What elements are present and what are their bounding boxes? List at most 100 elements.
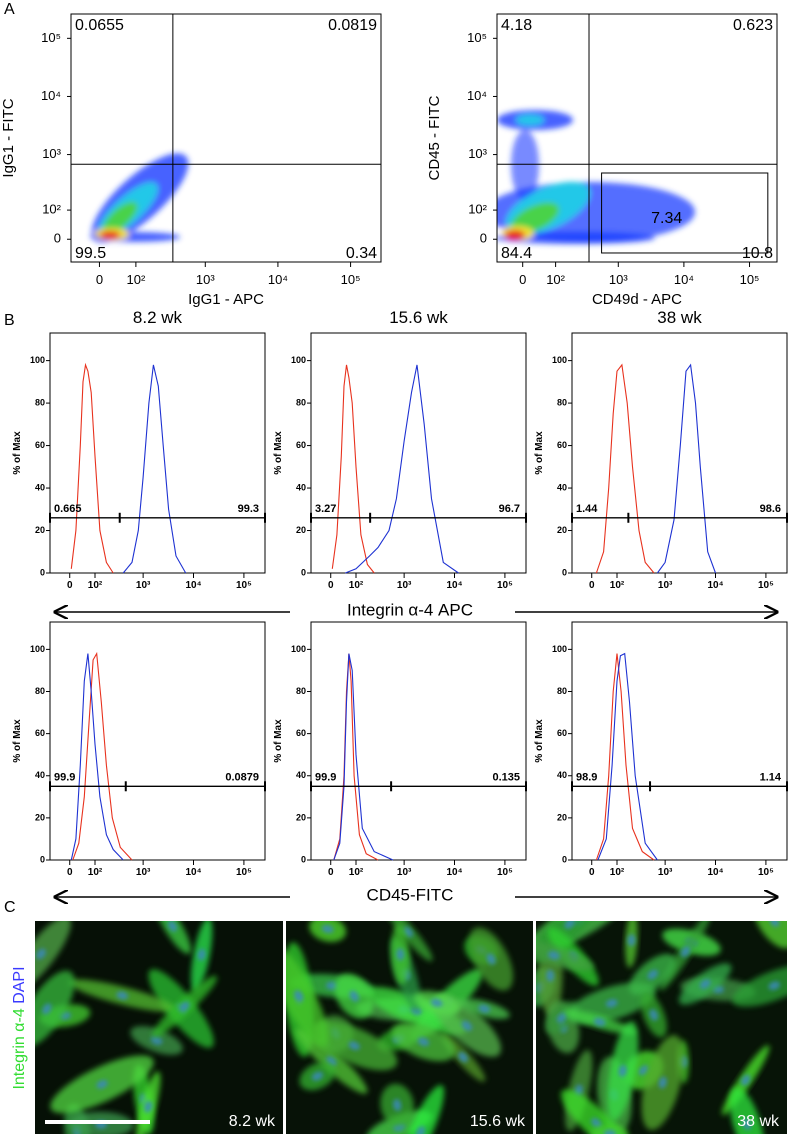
x-tick-label: 10⁴	[707, 867, 723, 878]
y-axis-label: % of Max	[534, 431, 545, 475]
x-tick-label: 10³	[609, 272, 628, 287]
nucleus	[396, 948, 405, 961]
x-tick-label: 10³	[397, 867, 412, 878]
image-y-label-part: Integrin α-4	[11, 1008, 28, 1089]
shared-x-label: Integrin α-4 APC	[347, 600, 473, 619]
histogram-line	[333, 653, 394, 861]
nucleus	[593, 1017, 606, 1027]
gate-value: 99.3	[238, 503, 259, 515]
x-tick-label: 10³	[196, 272, 215, 287]
y-tick-label: 20	[557, 812, 567, 822]
nucleus	[150, 1036, 163, 1045]
x-tick-label: 10⁵	[341, 272, 361, 287]
y-axis-label: CD45 - FITC	[426, 95, 443, 180]
nucleus	[179, 1001, 190, 1012]
nucleus	[430, 998, 443, 1008]
y-tick-label: 40	[296, 482, 306, 492]
nucleus	[349, 990, 359, 1002]
y-tick-label: 80	[296, 686, 306, 696]
x-tick-label: 10⁵	[497, 580, 513, 591]
plot-frame	[571, 621, 788, 861]
y-tick-label: 40	[35, 482, 45, 492]
plot-frame	[70, 13, 382, 263]
nucleus	[458, 1051, 469, 1063]
y-tick-label: 20	[35, 812, 45, 822]
y-tick-label: 100	[552, 355, 567, 365]
histogram-line	[597, 652, 658, 861]
x-tick-label: 0	[519, 272, 526, 287]
quadrant-value: 4.18	[501, 17, 532, 34]
plot-frame	[496, 13, 778, 263]
y-tick-label: 0	[301, 567, 306, 577]
nucleus	[486, 953, 496, 965]
histogram-line	[331, 364, 375, 574]
histogram-line	[595, 363, 655, 574]
y-tick-label: 40	[557, 770, 567, 780]
nucleus	[348, 1041, 360, 1051]
micrograph-cells	[286, 921, 514, 1134]
quadrant-value: 0.0819	[328, 17, 377, 34]
micrograph-cells	[35, 921, 218, 1134]
y-tick-label: 80	[557, 686, 567, 696]
x-tick-label: 10³	[658, 580, 673, 591]
nucleus	[649, 1009, 659, 1021]
nucleus	[311, 1071, 324, 1081]
y-tick-label: 100	[291, 355, 306, 365]
density-cloud	[90, 153, 189, 243]
x-tick-label: 10²	[349, 580, 364, 591]
nucleus	[96, 1079, 108, 1089]
panel-label: A	[4, 1, 15, 18]
nucleus	[658, 1076, 667, 1089]
x-tick-label: 10²	[546, 272, 565, 287]
x-tick-label: 10²	[88, 867, 103, 878]
y-axis-label: % of Max	[12, 431, 23, 475]
nucleus	[647, 969, 658, 980]
density-cloud	[497, 110, 695, 244]
nucleus	[638, 1065, 649, 1076]
x-tick-label: 0	[96, 272, 103, 287]
y-tick-label: 60	[296, 440, 306, 450]
plot-frame	[49, 332, 266, 574]
nucleus	[591, 1118, 602, 1129]
x-tick-label: 10⁴	[185, 580, 201, 591]
x-tick-label: 0	[328, 867, 334, 878]
y-tick-label: 20	[296, 525, 306, 535]
quadrant-value: 0.34	[346, 245, 377, 262]
y-tick-label: 10⁵	[467, 30, 487, 45]
x-tick-label: 10⁵	[236, 580, 252, 591]
nucleus	[417, 1037, 430, 1047]
image-y-label: Integrin α-4 DAPI	[11, 966, 28, 1089]
nucleus	[416, 1126, 426, 1134]
y-tick-label: 40	[35, 770, 45, 780]
x-tick-label: 10³	[136, 867, 151, 878]
y-tick-label: 60	[557, 440, 567, 450]
panel-label: C	[4, 899, 16, 916]
x-tick-label: 10²	[126, 272, 145, 287]
x-tick-label: 10⁴	[185, 867, 201, 878]
plot-frame	[571, 332, 788, 574]
nucleus	[556, 1012, 568, 1023]
gate-value: 0.135	[492, 771, 520, 783]
gate-value: 1.44	[576, 503, 598, 515]
y-tick-label: 10⁵	[41, 30, 61, 45]
x-tick-label: 10²	[349, 867, 364, 878]
nucleus	[768, 981, 781, 990]
y-tick-label: 10²	[468, 202, 487, 217]
y-tick-label: 0	[301, 854, 306, 864]
image-label: 38 wk	[737, 1113, 780, 1130]
x-tick-label: 0	[67, 580, 73, 591]
x-tick-label: 0	[328, 580, 334, 591]
y-tick-label: 20	[296, 812, 306, 822]
y-tick-label: 100	[291, 644, 306, 654]
y-tick-label: 100	[30, 644, 45, 654]
y-tick-label: 10²	[42, 202, 61, 217]
gate-value: 99.9	[315, 771, 336, 783]
image-label: 15.6 wk	[470, 1113, 526, 1130]
y-tick-label: 10⁴	[467, 88, 487, 103]
nucleus	[461, 1020, 473, 1031]
nucleus	[769, 921, 780, 927]
nucleus	[618, 1064, 627, 1077]
y-tick-label: 20	[557, 525, 567, 535]
